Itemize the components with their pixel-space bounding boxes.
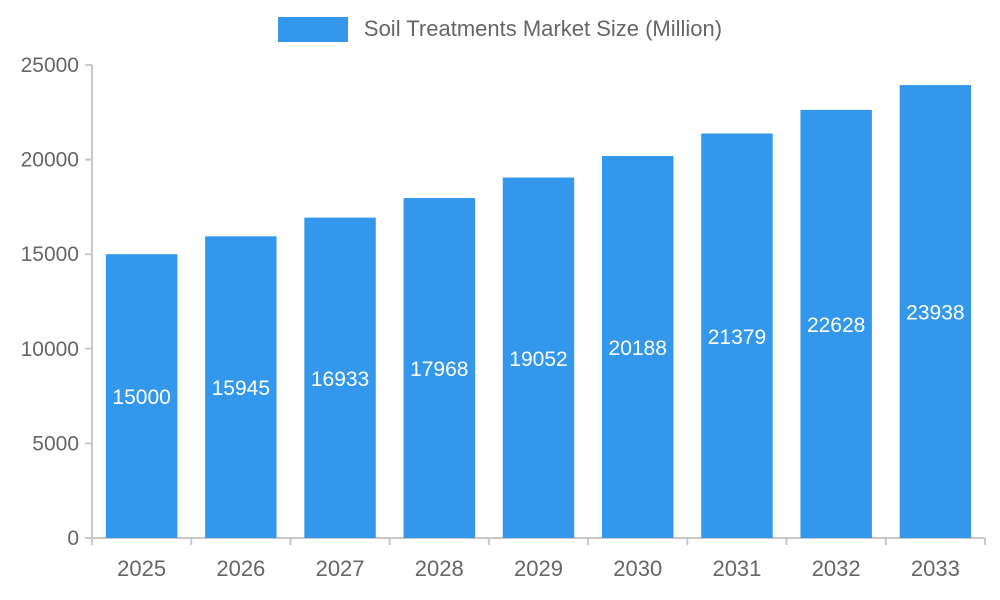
bar-value-label: 19052 bbox=[509, 348, 567, 371]
x-tick-label: 2025 bbox=[117, 556, 166, 581]
y-tick-label: 15000 bbox=[21, 243, 79, 266]
bar-value-label: 15945 bbox=[212, 377, 270, 400]
y-tick-label: 10000 bbox=[21, 338, 79, 361]
y-tick-label: 25000 bbox=[21, 54, 79, 77]
bar-value-label: 20188 bbox=[609, 337, 667, 360]
bar-2026[interactable] bbox=[205, 236, 277, 538]
x-tick-label: 2026 bbox=[216, 556, 265, 581]
bar-2030[interactable] bbox=[602, 156, 674, 539]
y-tick-label: 5000 bbox=[32, 432, 79, 455]
legend-swatch[interactable] bbox=[277, 16, 348, 42]
x-tick-label: 2033 bbox=[911, 556, 960, 581]
x-tick-label: 2032 bbox=[812, 556, 861, 581]
bar-value-label: 16933 bbox=[311, 368, 369, 391]
bar-value-label: 22628 bbox=[807, 314, 865, 337]
chart-legend[interactable]: Soil Treatments Market Size (Million) bbox=[0, 16, 1000, 42]
x-tick-label: 2029 bbox=[514, 556, 563, 581]
bar-2028[interactable] bbox=[403, 198, 475, 538]
bar-value-label: 15000 bbox=[112, 386, 170, 409]
bar-2029[interactable] bbox=[502, 177, 575, 538]
x-tick-label: 2031 bbox=[712, 556, 761, 581]
bar-2027[interactable] bbox=[304, 217, 376, 539]
x-tick-label: 2030 bbox=[613, 556, 662, 581]
bar-2031[interactable] bbox=[701, 133, 773, 538]
y-tick-label: 20000 bbox=[21, 149, 79, 172]
bar-2025[interactable] bbox=[105, 254, 178, 538]
x-tick-label: 2027 bbox=[316, 556, 365, 581]
x-tick-label: 2028 bbox=[415, 556, 464, 581]
y-tick-label: 0 bbox=[67, 527, 79, 550]
bar-value-label: 23938 bbox=[906, 302, 964, 325]
bar-value-label: 17968 bbox=[410, 358, 468, 381]
bar-value-label: 21379 bbox=[708, 326, 766, 349]
bar-2033[interactable] bbox=[899, 85, 972, 538]
legend-label[interactable]: Soil Treatments Market Size (Million) bbox=[363, 16, 723, 41]
bar-2032[interactable] bbox=[800, 109, 872, 539]
